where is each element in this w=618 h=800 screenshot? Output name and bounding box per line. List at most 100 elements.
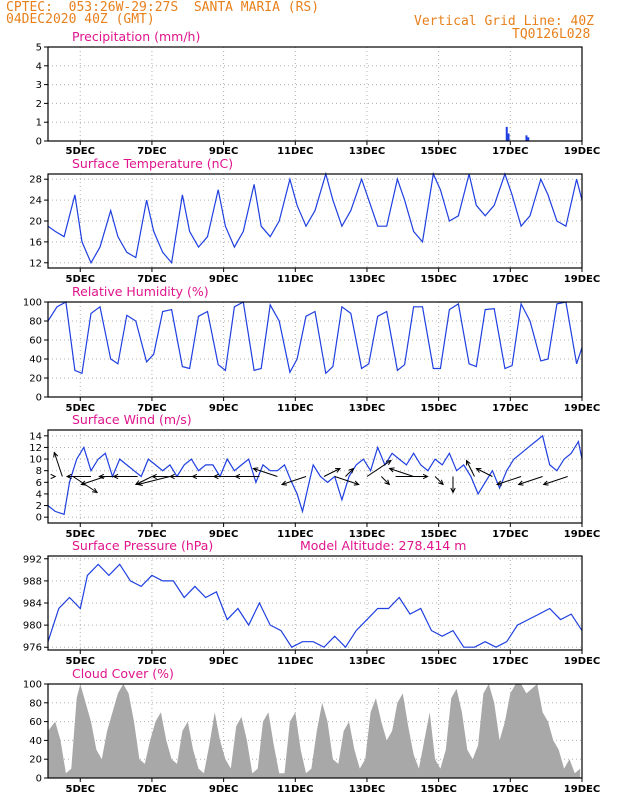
wind-vector <box>389 468 414 477</box>
wind-vector-head <box>92 487 99 494</box>
precip-xtick-label: 7DEC <box>137 146 166 157</box>
pressure-ytick-label: 988 <box>23 576 42 587</box>
cloud-ytick-label: 0 <box>36 774 42 785</box>
wind-vector-head <box>212 473 219 480</box>
wind-vector-head <box>80 480 87 486</box>
temp-ytick-label: 12 <box>29 258 42 269</box>
rh-ytick-label: 80 <box>29 317 42 328</box>
wind-title: Surface Wind (m/s) <box>72 412 192 427</box>
precip-ytick-label: 0 <box>36 137 42 148</box>
pressure-xtick-label: 17DEC <box>492 656 528 667</box>
wind-vector-head <box>438 479 444 486</box>
rh-title: Relative Humidity (%) <box>72 284 209 299</box>
wind-vector <box>135 476 153 485</box>
wind-vector-head <box>385 459 392 466</box>
precip-bar <box>525 135 528 141</box>
cloud-ytick-label: 20 <box>29 755 42 766</box>
wind-vector-head <box>517 480 524 486</box>
wind-vector-head <box>252 467 259 473</box>
wind-ytick-label: 10 <box>29 455 42 466</box>
wind-vector-head <box>475 467 482 473</box>
cloud-xtick-label: 17DEC <box>492 784 528 795</box>
wind-vector-head <box>353 480 360 486</box>
wind-xtick-label: 19DEC <box>564 529 600 540</box>
pressure-ytick-label: 980 <box>23 621 42 632</box>
rh-ytick-label: 60 <box>29 336 42 347</box>
temp-series-line <box>47 171 583 265</box>
rh-ytick-label: 0 <box>36 393 42 404</box>
pressure-panel: 976 980 984 988 992 5DEC 7DEC 9DEC 11DEC 13DEC 15D… <box>23 538 600 667</box>
precip-xtick-label: 19DEC <box>564 146 600 157</box>
cloud-ytick-label: 100 <box>23 680 42 691</box>
rh-plot-area <box>48 302 582 397</box>
wind-vector <box>281 476 307 485</box>
wind-vector <box>253 468 278 477</box>
pressure-ytick-label: 992 <box>23 554 42 565</box>
pressure-xtick-label: 13DEC <box>349 656 385 667</box>
temp-xtick-label: 9DEC <box>209 274 238 285</box>
cloud-xtick-label: 15DEC <box>420 784 456 795</box>
pressure-xtick-label: 9DEC <box>209 656 238 667</box>
precip-xtick-label: 5DEC <box>66 146 95 157</box>
wind-xtick-label: 15DEC <box>420 529 456 540</box>
temp-xtick-label: 17DEC <box>492 274 528 285</box>
pressure-annotation: Model Altitude: 278.414 m <box>300 538 466 553</box>
vertical-grid-note: Vertical Grid Line: 40Z <box>414 14 595 29</box>
wind-vector-head <box>191 473 198 480</box>
precip-bar <box>527 137 530 141</box>
temp-xtick-label: 7DEC <box>137 274 166 285</box>
rh-xtick-label: 5DEC <box>66 403 95 414</box>
wind-vector <box>53 452 63 477</box>
wind-vector <box>543 476 568 485</box>
precip-xtick-label: 15DEC <box>420 146 456 157</box>
rh-xtick-label: 7DEC <box>137 403 166 414</box>
wind-vector <box>323 468 341 477</box>
wind-vector <box>334 476 359 485</box>
pressure-ytick-label: 984 <box>23 599 42 610</box>
wind-xtick-label: 11DEC <box>277 529 313 540</box>
wind-xtick-label: 13DEC <box>349 529 385 540</box>
pressure-xtick-label: 19DEC <box>564 656 600 667</box>
wind-vector <box>380 476 390 485</box>
wind-vector-head <box>50 473 57 480</box>
pressure-xtick-label: 15DEC <box>420 656 456 667</box>
wind-vector <box>518 476 543 485</box>
wind-ytick-label: 4 <box>36 489 42 500</box>
cloud-ytick-label: 40 <box>29 736 42 747</box>
wind-series-line <box>47 434 583 516</box>
cloud-ytick-label: 80 <box>29 698 42 709</box>
model-id: TQ0126L028 <box>512 27 591 42</box>
wind-vector-head <box>422 473 429 480</box>
cloud-xtick-label: 13DEC <box>349 784 385 795</box>
precip-frame <box>47 46 583 142</box>
precip-title: Precipitation (mm/h) <box>72 29 200 44</box>
precip-ytick-label: 4 <box>36 61 42 72</box>
precip-ytick-label: 3 <box>36 80 42 91</box>
station-label: CPTEC: 053:26W-29:27S SANTA MARIA (RS) <box>6 0 320 15</box>
pressure-frame <box>47 555 583 651</box>
precip-plot-area <box>48 47 582 141</box>
pressure-series-line <box>47 563 583 649</box>
temp-ytick-label: 16 <box>29 237 42 248</box>
cloud-area <box>48 684 581 778</box>
wind-vector-head <box>334 467 342 473</box>
precip-xtick-label: 13DEC <box>349 146 385 157</box>
wind-frame <box>47 429 583 524</box>
rh-xtick-label: 13DEC <box>349 403 385 414</box>
wind-vector-head <box>280 480 288 486</box>
rh-ytick-label: 40 <box>29 355 42 366</box>
cloud-title: Cloud Cover (%) <box>72 666 174 681</box>
wind-vector-head <box>151 473 157 480</box>
precip-xtick-label: 9DEC <box>209 146 238 157</box>
precip-xtick-label: 11DEC <box>277 146 313 157</box>
wind-ytick-label: 8 <box>36 466 42 477</box>
cloud-xtick-label: 5DEC <box>66 784 95 795</box>
wind-xtick-label: 5DEC <box>66 529 95 540</box>
wind-vector <box>466 460 475 477</box>
cloud-xtick-label: 11DEC <box>277 784 313 795</box>
pressure-xtick-label: 5DEC <box>66 656 95 667</box>
cloud-panel: 0 20 40 60 80 100 5DEC 7DEC 9DEC 11DEC 13DEC 15DEC 1… <box>23 666 600 795</box>
wind-xtick-label: 17DEC <box>492 529 528 540</box>
rh-xtick-label: 17DEC <box>492 403 528 414</box>
pressure-xtick-label: 11DEC <box>277 656 313 667</box>
